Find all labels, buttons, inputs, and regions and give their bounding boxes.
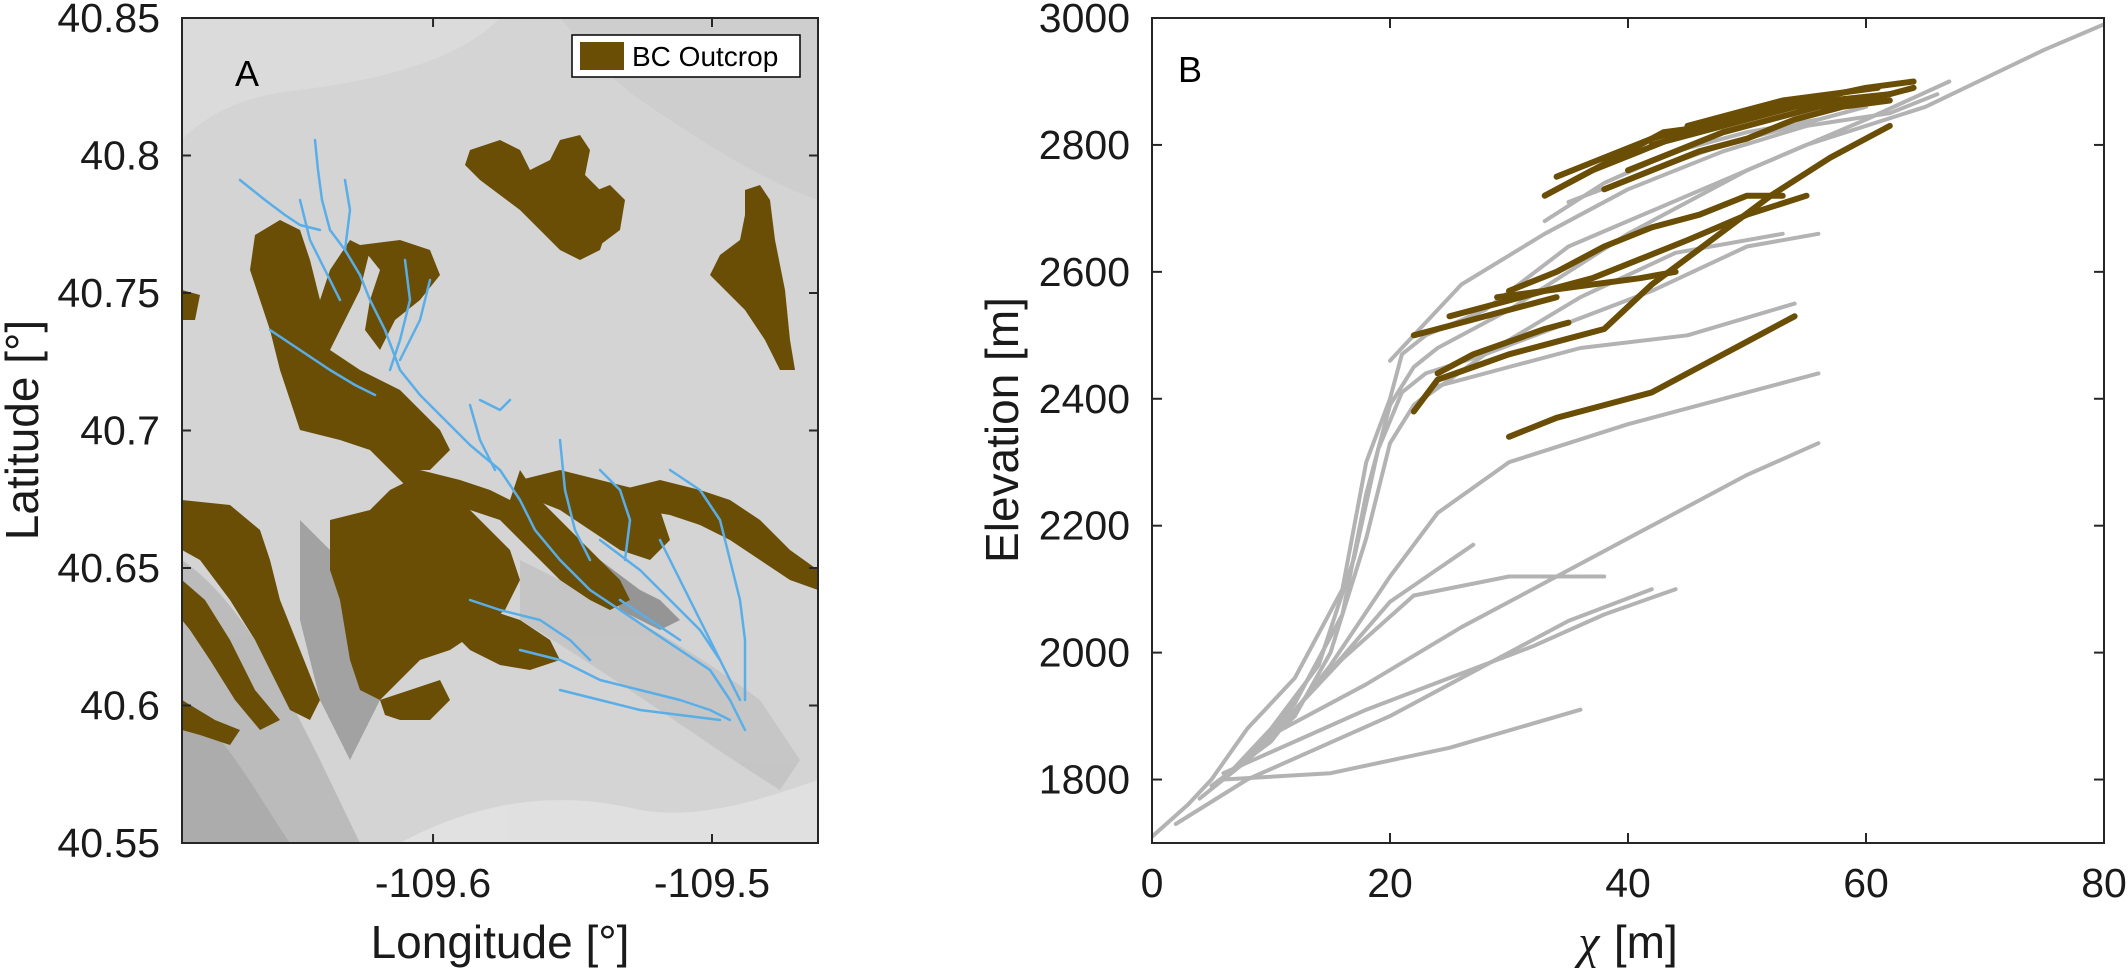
y-tick-label-b: 3000 <box>1039 0 1130 41</box>
outcrop-segment <box>1625 84 1917 174</box>
y-tick-label-b: 2600 <box>1039 249 1130 295</box>
x-tick-label-b: 20 <box>1367 860 1413 906</box>
y-tick-label-a: 40.65 <box>57 545 160 591</box>
profile-line <box>1197 79 1952 801</box>
profile-line <box>1245 542 1476 763</box>
y-ticks-b: 1800 2000 2200 2400 2600 2800 3000 <box>1039 0 2104 803</box>
y-tick-label-b: 1800 <box>1039 757 1130 803</box>
outcrop-segment <box>1648 91 1893 148</box>
outcrop-segment <box>1506 192 1786 294</box>
legend-label-bc-outcrop: BC Outcrop <box>632 41 778 72</box>
outcrop-segment <box>1601 97 1893 193</box>
y-tick-label-b: 2400 <box>1039 376 1130 422</box>
x-axis-label-b: χ [m] <box>1574 916 1677 969</box>
profile-line <box>1388 92 1940 363</box>
outcrop-segment <box>1410 294 1560 339</box>
panel-a-map: BC Outcrop A -109.6 -109.5 40.55 40.6 40.65… <box>0 0 819 968</box>
panel-label-b: B <box>1178 49 1202 90</box>
panel-label-a: A <box>235 53 259 94</box>
profile-series <box>1152 22 2104 839</box>
x-axis-label-b-unit: [m] <box>1614 916 1678 968</box>
x-axis-label-a: Longitude [°] <box>371 916 630 968</box>
panel-b-chi-plot: B 0 20 40 60 80 1800 2000 2200 2400 2600 2800 3000… <box>976 0 2127 969</box>
y-tick-label-b: 2800 <box>1039 122 1130 168</box>
outcrop-segment <box>1565 97 1810 186</box>
outcrop-segment <box>1506 313 1798 440</box>
plot-area-b <box>1152 18 2104 843</box>
x-tick-label-b: 40 <box>1605 860 1651 906</box>
x-tick-label-b: 80 <box>2081 860 2127 906</box>
outcrop-segment <box>1684 84 1881 129</box>
y-tick-label-a: 40.8 <box>80 133 160 179</box>
profile-line <box>1221 231 1821 782</box>
y-tick-label-a: 40.7 <box>80 408 160 454</box>
profile-line <box>1221 707 1583 782</box>
x-tick-label-b: 60 <box>1843 860 1889 906</box>
profile-line <box>1269 441 1821 738</box>
x-tick-label-b: 0 <box>1141 860 1164 906</box>
y-axis-label-b: Elevation [m] <box>976 297 1028 563</box>
outcrop-segment <box>1446 192 1810 320</box>
x-tick-label-a: -109.5 <box>654 860 770 906</box>
stream-network <box>238 138 747 732</box>
x-tick-label-a: -109.6 <box>375 860 491 906</box>
x-ticks-a: -109.6 -109.5 <box>375 18 770 906</box>
y-tick-label-b: 2200 <box>1039 503 1130 549</box>
outcrop-segment <box>1434 319 1572 377</box>
legend: BC Outcrop <box>571 34 801 78</box>
y-tick-label-a: 40.6 <box>80 683 160 729</box>
legend-swatch-bc-outcrop <box>580 42 624 70</box>
profile-line <box>1152 22 2104 839</box>
x-ticks-b: 0 20 40 60 80 <box>1141 18 2127 906</box>
outcrop-segment <box>1494 268 1679 301</box>
y-tick-label-a: 40.75 <box>57 270 160 316</box>
y-tick-label-a: 40.55 <box>57 820 160 866</box>
profile-line <box>1221 587 1678 776</box>
outcrop-segment <box>1410 122 1893 415</box>
bc-outcrop-polygons <box>182 135 818 745</box>
x-axis-label-b-symbol: χ <box>1574 916 1601 969</box>
y-tick-label-a: 40.85 <box>57 0 160 41</box>
y-axis-label-a: Latitude [°] <box>0 320 48 540</box>
profile-line <box>1173 587 1654 826</box>
outcrop-segments <box>1410 78 1917 440</box>
y-ticks-a: 40.55 40.6 40.65 40.7 40.75 40.8 40.85 <box>57 0 818 866</box>
y-tick-label-b: 2000 <box>1039 630 1130 676</box>
